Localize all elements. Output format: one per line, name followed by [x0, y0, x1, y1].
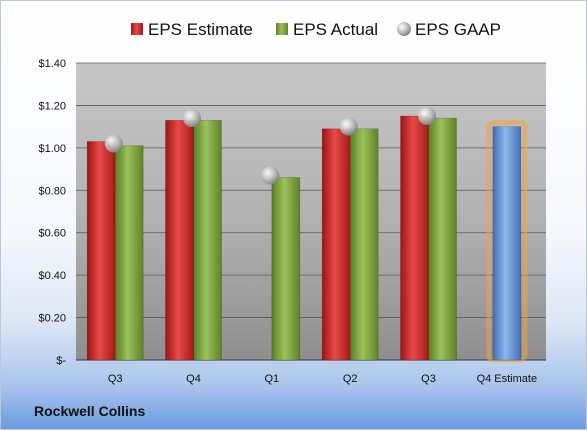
y-tick-label: $1.40 — [38, 58, 66, 70]
eps-actual-bar — [114, 145, 144, 361]
eps-estimate-bar — [86, 141, 116, 361]
legend-swatch — [397, 22, 411, 36]
company-name: Rockwell Collins — [34, 403, 146, 419]
legend-swatch — [276, 23, 288, 35]
eps-gaap-point — [418, 107, 437, 126]
legend-item: EPS GAAP — [397, 20, 501, 39]
eps-actual-bar — [271, 177, 301, 361]
legend-label: EPS Actual — [293, 20, 378, 39]
eps-gaap-point — [339, 117, 358, 136]
legend-swatch — [131, 23, 143, 35]
eps-estimate-bar — [165, 119, 194, 361]
data-marks — [86, 107, 528, 363]
eps-gaap-point — [183, 109, 202, 128]
y-tick-label: $0.20 — [38, 313, 66, 325]
eps-estimate-bar — [321, 128, 351, 361]
eps-actual-bar — [193, 119, 222, 361]
legend-item: EPS Estimate — [131, 20, 253, 39]
y-tick-label: $- — [56, 355, 66, 367]
plot-area — [76, 63, 546, 360]
y-tick-label: $1.00 — [38, 143, 66, 155]
eps-actual-bar — [349, 128, 379, 361]
eps-gaap-point — [104, 134, 123, 153]
x-tick-label: Q1 — [264, 373, 279, 385]
x-tick-label: Q4 Estimate — [477, 373, 538, 385]
eps-actual-bar — [428, 117, 457, 361]
x-tick-label: Q4 — [186, 373, 201, 385]
eps-gaap-point — [261, 166, 280, 185]
y-tick-label: $0.60 — [38, 228, 66, 240]
y-tick-label: $1.20 — [38, 100, 66, 112]
legend: EPS Estimate EPS Actual EPS GAAP — [131, 20, 501, 39]
gridlines — [76, 62, 546, 361]
legend-label: EPS Estimate — [148, 20, 253, 39]
y-axis: $- $0.20 $0.40 $0.60 $0.80 $1.00 $1.20 $1.40 — [38, 58, 66, 367]
x-tick-label: Q2 — [343, 373, 358, 385]
eps-forecast-bar — [492, 126, 522, 361]
x-tick-label: Q3 — [108, 373, 123, 385]
x-axis: Q3 Q4 Q1 Q2 Q3 Q4 Estimate — [108, 373, 537, 385]
eps-estimate-bar — [400, 115, 429, 361]
y-tick-label: $0.80 — [38, 185, 66, 197]
legend-item: EPS Actual — [276, 20, 378, 39]
legend-label: EPS GAAP — [415, 20, 501, 39]
y-tick-label: $0.40 — [38, 270, 66, 282]
x-tick-label: Q3 — [421, 373, 436, 385]
